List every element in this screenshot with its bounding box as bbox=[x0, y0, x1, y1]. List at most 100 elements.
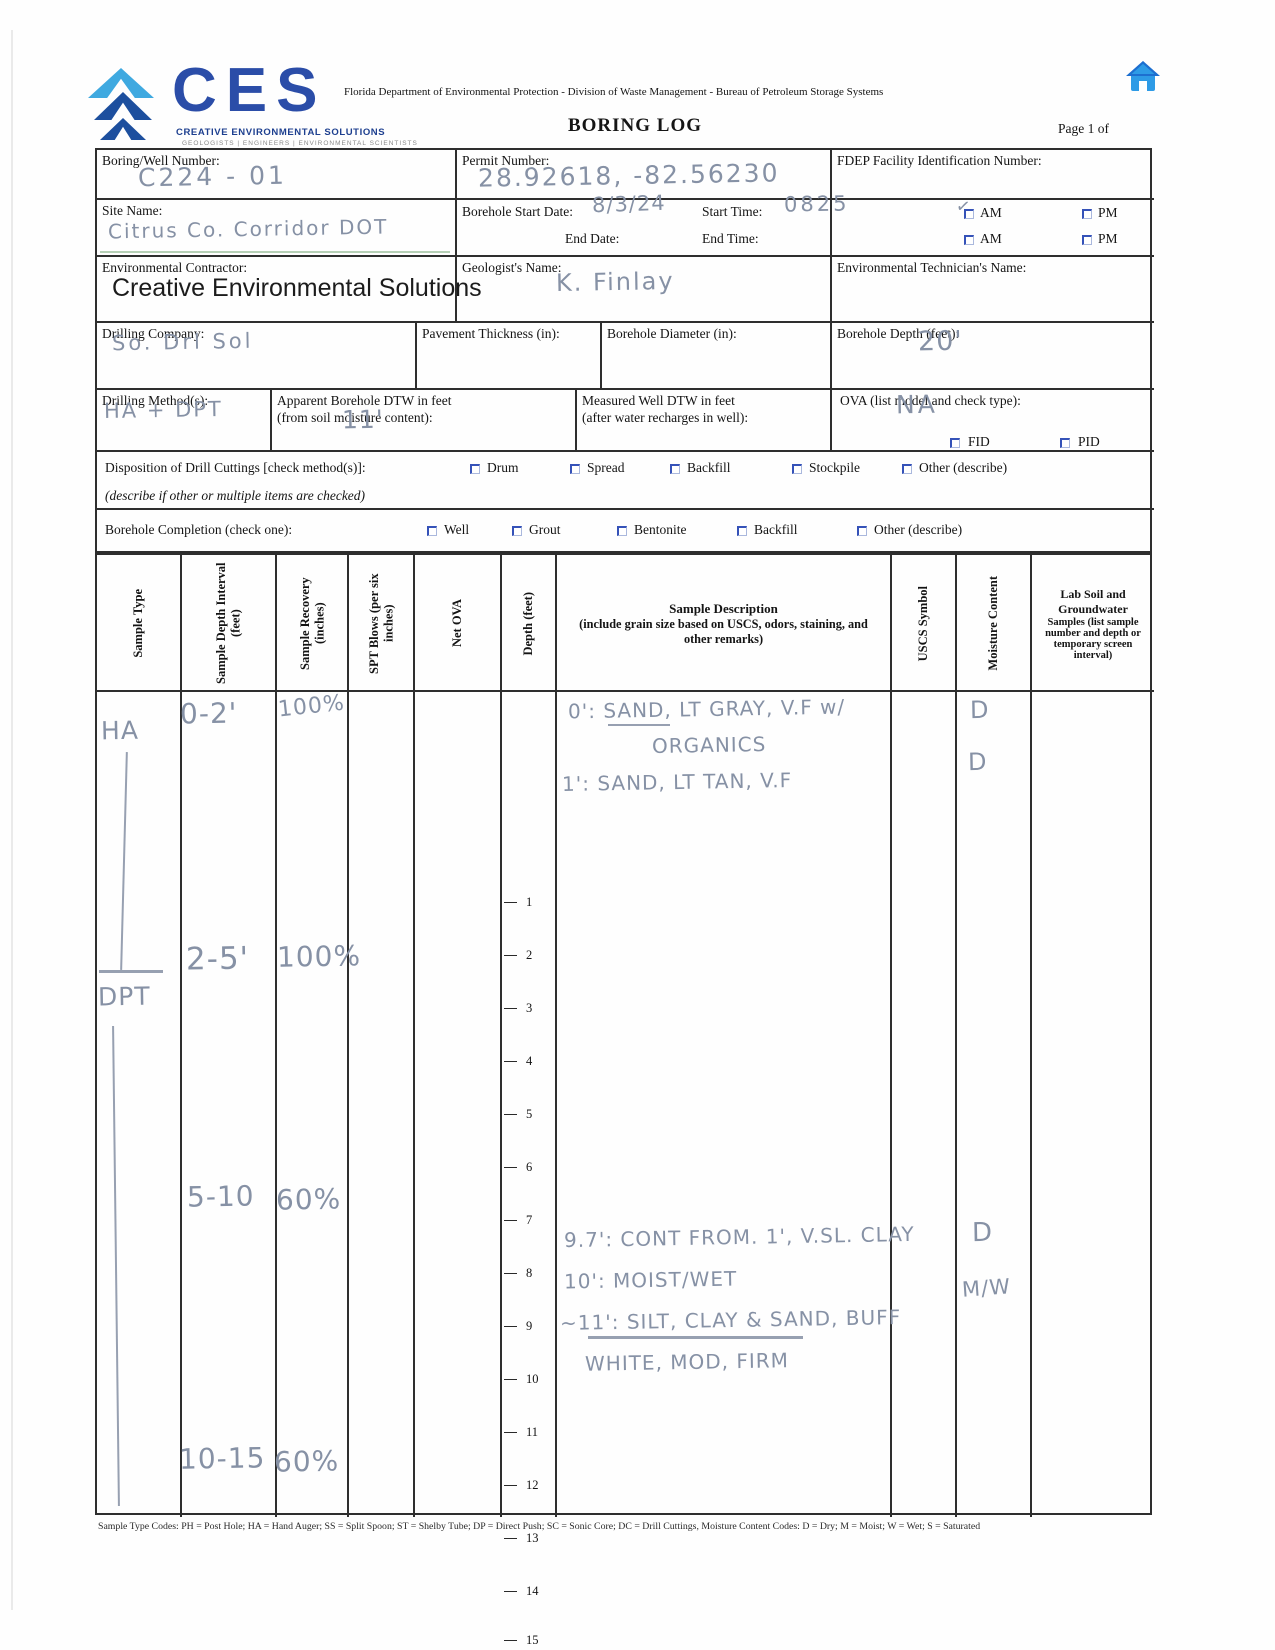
header-interval-text: Sample Depth Interval (feet) bbox=[214, 562, 243, 685]
disposition-spread-label: Spread bbox=[587, 460, 625, 475]
header-spt-text: SPT Blows (per six inches) bbox=[366, 573, 395, 674]
depth-tick: 8 bbox=[504, 1266, 532, 1281]
header-lab-title: Lab Soil and Groundwater bbox=[1058, 586, 1128, 616]
completion-backfill-checkbox bbox=[737, 526, 747, 536]
cell-geologist: Geologist's Name: bbox=[457, 257, 832, 323]
cell-drilling-company: Drilling Company: bbox=[97, 323, 417, 390]
depth-tick: 4 bbox=[504, 1054, 532, 1069]
log-table: Sample Type Sample Depth Interval (feet)… bbox=[95, 553, 1154, 1647]
cell-diameter: Borehole Diameter (in): bbox=[602, 323, 832, 390]
depth-tick: 12 bbox=[504, 1478, 539, 1493]
cell-drilling-methods: Drilling Method(s): bbox=[97, 390, 272, 452]
agency-line: Florida Department of Environmental Prot… bbox=[344, 86, 884, 98]
home-icon[interactable] bbox=[1124, 58, 1162, 96]
depth-tick: 10 bbox=[504, 1372, 539, 1387]
hw-ova-value: NA bbox=[895, 389, 939, 420]
completion-other-label: Other (describe) bbox=[874, 522, 963, 537]
header-lab-samples: Lab Soil and Groundwater Samples (list s… bbox=[1032, 555, 1154, 692]
form-grid: Boring/Well Number: Permit Number: FDEP … bbox=[95, 148, 1154, 555]
completion-bentonite-checkbox bbox=[617, 526, 627, 536]
header-lab-sub: Samples (list sample number and depth or… bbox=[1045, 616, 1141, 661]
hw-description-6: WHITE, MOD, FIRM bbox=[584, 1348, 790, 1376]
fid-label: FID bbox=[968, 434, 990, 449]
hw-moisture-2: D bbox=[971, 1217, 994, 1249]
header-description: Sample Description (include grain size b… bbox=[557, 555, 892, 692]
disposition-backfill-checkbox bbox=[670, 464, 680, 474]
header-recovery-text: Sample Recovery (inches) bbox=[297, 577, 326, 670]
header-description-title: Sample Description bbox=[669, 600, 778, 616]
scan-edge-line bbox=[11, 30, 13, 1610]
completion-label: Borehole Completion (check one): bbox=[105, 522, 293, 537]
header-depth: Depth (feet) bbox=[502, 555, 557, 692]
am-start-checkbox bbox=[964, 209, 974, 219]
header-uscs-text: USCS Symbol bbox=[916, 585, 931, 662]
completion-other-checkbox bbox=[857, 526, 867, 536]
body-col-moisture bbox=[957, 692, 1032, 1517]
logo-name: CREATIVE ENVIRONMENTAL SOLUTIONS bbox=[176, 127, 386, 138]
permit-label: Permit Number: bbox=[462, 153, 550, 168]
header-bottom-border bbox=[97, 690, 1154, 692]
pm-end-label: PM bbox=[1098, 231, 1118, 246]
logo-chevron-light bbox=[88, 68, 154, 98]
pid-label: PID bbox=[1078, 434, 1100, 449]
ova-label: OVA (list model and check type): bbox=[840, 393, 1021, 408]
cell-site-name: Site Name: bbox=[97, 200, 457, 257]
depth-tick: 7 bbox=[504, 1213, 532, 1228]
header-recovery: Sample Recovery (inches) bbox=[277, 555, 349, 692]
body-col-net-ova bbox=[415, 692, 502, 1517]
form-title: BORING LOG bbox=[567, 115, 703, 136]
cell-measured-dtw: Measured Well DTW in feet (after water r… bbox=[577, 390, 832, 452]
disposition-stockpile-label: Stockpile bbox=[809, 460, 860, 475]
header-interval: Sample Depth Interval (feet) bbox=[182, 555, 277, 692]
drilling-company-label: Drilling Company: bbox=[102, 326, 205, 341]
body-col-uscs bbox=[892, 692, 957, 1517]
header-net-ova: Net OVA bbox=[415, 555, 502, 692]
depth-tick: 6 bbox=[504, 1160, 532, 1175]
hw-boring-well-value: C224 - 01 bbox=[137, 160, 288, 193]
geologist-label: Geologist's Name: bbox=[462, 260, 562, 275]
header-moisture-text: Moisture Content bbox=[986, 576, 1001, 671]
disposition-note: (describe if other or multiple items are… bbox=[105, 488, 366, 503]
cell-completion: Borehole Completion (check one): Well Gr… bbox=[97, 510, 1154, 555]
body-col-spt bbox=[349, 692, 415, 1517]
body-col-interval bbox=[182, 692, 277, 1517]
disposition-backfill-label: Backfill bbox=[687, 460, 731, 475]
hw-sample-line-tbar bbox=[99, 970, 163, 973]
depth-tick: 14 bbox=[504, 1584, 539, 1599]
footer-codes: Sample Type Codes: PH = Post Hole; HA = … bbox=[98, 1521, 981, 1532]
start-time-label: Start Time: bbox=[702, 204, 763, 219]
header-sample-type: Sample Type bbox=[97, 555, 182, 692]
depth-tick: 9 bbox=[504, 1319, 532, 1334]
completion-well-label: Well bbox=[444, 522, 470, 537]
cell-boring-well: Boring/Well Number: bbox=[97, 150, 457, 200]
boring-well-label: Boring/Well Number: bbox=[102, 153, 220, 168]
disposition-stockpile-checkbox bbox=[792, 464, 802, 474]
hw-description-0: 0': SAND, LT GRAY, V.F w/ bbox=[567, 694, 846, 724]
ces-logo bbox=[88, 66, 168, 144]
typed-contractor-value: Creative Environmental Solutions bbox=[112, 274, 482, 302]
technician-label: Environmental Technician's Name: bbox=[837, 260, 1027, 275]
apparent-dtw-label2: (from soil moisture content): bbox=[277, 410, 433, 425]
depth-tick: 5 bbox=[504, 1107, 532, 1122]
completion-well-checkbox bbox=[427, 526, 437, 536]
header-description-sub: (include grain size based on USCS, odors… bbox=[579, 616, 868, 646]
page-number-label: Page 1 of bbox=[1058, 121, 1109, 136]
depth-tick: 15 bbox=[504, 1633, 539, 1648]
logo-chevron-dark2 bbox=[100, 118, 146, 140]
disposition-other-checkbox bbox=[902, 464, 912, 474]
measured-dtw-label1: Measured Well DTW in feet bbox=[582, 393, 735, 408]
header-moisture: Moisture Content bbox=[957, 555, 1032, 692]
hw-description-2: 1': SAND, LT TAN, V.F bbox=[561, 767, 793, 797]
diameter-label: Borehole Diameter (in): bbox=[607, 326, 737, 341]
cell-contractor: Environmental Contractor: bbox=[97, 257, 457, 323]
pid-checkbox bbox=[1060, 438, 1070, 448]
cell-pavement: Pavement Thickness (in): bbox=[417, 323, 602, 390]
start-date-label: Borehole Start Date: bbox=[462, 204, 573, 219]
am-end-label: AM bbox=[980, 231, 1002, 246]
hw-underline-silt bbox=[588, 1336, 803, 1339]
fid-checkbox bbox=[950, 438, 960, 448]
hw-start-date-value: 8/3/24 bbox=[591, 190, 666, 218]
completion-bentonite-label: Bentonite bbox=[634, 522, 687, 537]
header-sample-type-text: Sample Type bbox=[131, 589, 146, 658]
